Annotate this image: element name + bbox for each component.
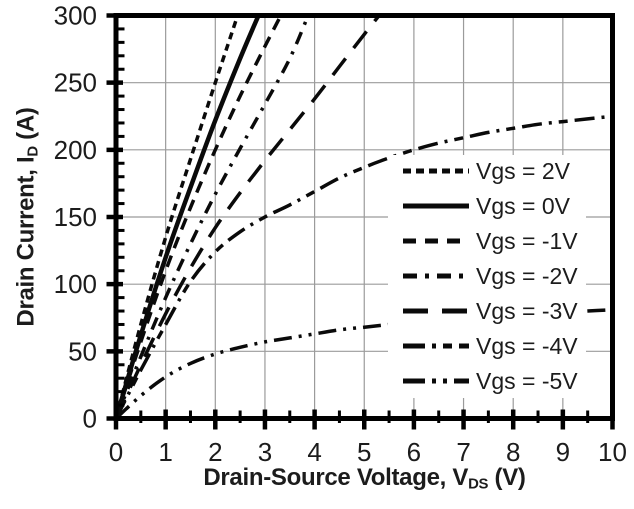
legend-item-vgs-3v: Vgs = -3V bbox=[388, 297, 586, 325]
legend-line-sample bbox=[403, 203, 469, 209]
x-tick-label: 2 bbox=[208, 437, 222, 467]
y-tick-label: 100 bbox=[54, 269, 97, 299]
legend-line-sample bbox=[403, 168, 469, 174]
x-tick-label: 8 bbox=[506, 437, 520, 467]
y-tick-label: 200 bbox=[54, 135, 97, 165]
x-axis-title: Drain-Source Voltage, VDS (V) bbox=[116, 464, 613, 493]
legend-line-sample bbox=[403, 378, 469, 384]
y-axis-title-units: (A) bbox=[12, 107, 40, 147]
legend-label: Vgs = -3V bbox=[476, 297, 578, 324]
legend-line-sample bbox=[403, 273, 469, 279]
legend-item-vgs-4v: Vgs = -4V bbox=[388, 332, 586, 360]
legend-item-vgs-5v: Vgs = -5V bbox=[388, 367, 586, 395]
x-tick-label: 1 bbox=[158, 437, 172, 467]
legend-item-vgs0v: Vgs = 0V bbox=[388, 192, 586, 220]
curve-vgsneg1v bbox=[116, 14, 283, 419]
legend-item-vgs-1v: Vgs = -1V bbox=[388, 227, 586, 255]
axis-ticks bbox=[106, 13, 615, 430]
legend-label: Vgs = 0V bbox=[476, 192, 570, 219]
legend-line-sample bbox=[403, 343, 469, 349]
legend-line-sample bbox=[403, 308, 469, 314]
x-tick-label: 7 bbox=[456, 437, 470, 467]
x-tick-label: 10 bbox=[598, 437, 627, 467]
legend-label: Vgs = 2V bbox=[476, 157, 570, 184]
legend-line-sample bbox=[403, 238, 469, 244]
x-tick-label: 5 bbox=[357, 437, 371, 467]
y-tick-label: 50 bbox=[68, 336, 97, 366]
curve-vgsneg2v bbox=[116, 14, 310, 419]
legend-item-vgs2v: Vgs = 2V bbox=[388, 157, 586, 185]
curve-vgs0v bbox=[116, 14, 261, 419]
curves bbox=[116, 14, 613, 419]
legend: Vgs = 2V Vgs = 0V Vgs = -1V Vgs = -2V Vgs = … bbox=[388, 155, 586, 398]
y-tick-label: 250 bbox=[54, 68, 97, 98]
legend-label: Vgs = -5V bbox=[476, 367, 578, 394]
y-axis-title: Drain Current, ID (A) bbox=[13, 107, 42, 326]
x-axis-title-subscript: DS bbox=[468, 476, 489, 493]
y-tick-label: 300 bbox=[54, 1, 97, 31]
x-tick-label: 0 bbox=[109, 437, 123, 467]
x-tick-label: 6 bbox=[407, 437, 421, 467]
curve-vgs2v bbox=[116, 14, 240, 419]
y-axis-title-text: Drain Current, I bbox=[12, 156, 40, 327]
curve-vgsneg3v bbox=[116, 14, 381, 419]
curve-vgsneg4v bbox=[116, 114, 613, 419]
x-tick-label: 3 bbox=[258, 437, 272, 467]
x-axis-title-text: Drain-Source Voltage, V bbox=[203, 464, 469, 491]
legend-label: Vgs = -4V bbox=[476, 332, 578, 359]
y-tick-label: 0 bbox=[83, 404, 97, 434]
x-tick-label: 9 bbox=[556, 437, 570, 467]
y-tick-label: 150 bbox=[54, 202, 97, 232]
legend-label: Vgs = -1V bbox=[476, 227, 578, 254]
y-axis-title-subscript: D bbox=[25, 146, 42, 157]
curve-vgsneg5v bbox=[116, 307, 613, 419]
x-axis-title-units: (V) bbox=[488, 464, 526, 491]
legend-label: Vgs = -2V bbox=[476, 262, 578, 289]
legend-item-vgs-2v: Vgs = -2V bbox=[388, 262, 586, 290]
x-tick-label: 4 bbox=[307, 437, 321, 467]
